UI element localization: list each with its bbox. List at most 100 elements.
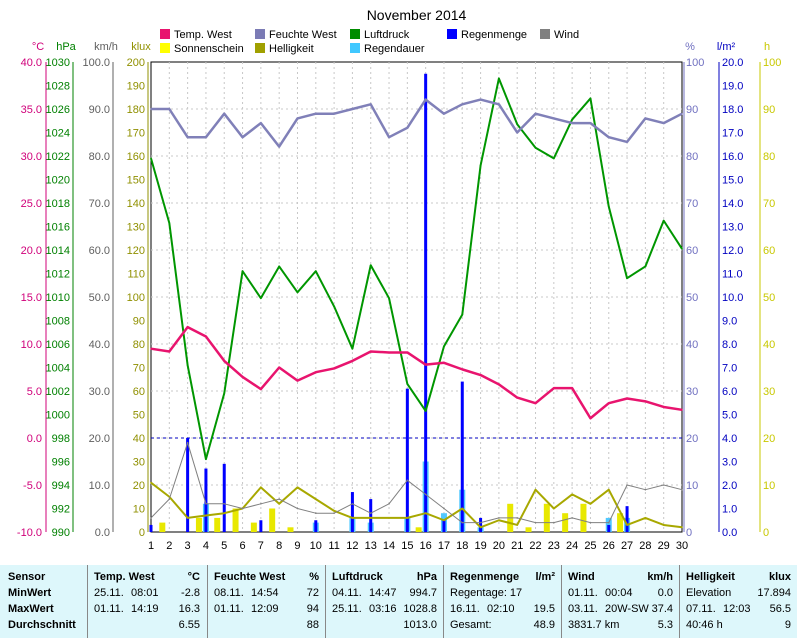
- legend-label-5: Sonnenschein: [174, 43, 244, 55]
- bar-sonnenschein: [525, 527, 532, 532]
- series-point: [571, 122, 573, 124]
- series-point: [607, 402, 610, 405]
- axis-tick-label: 6.0: [722, 386, 737, 398]
- series-point: [296, 379, 299, 382]
- legend-swatch-7: [350, 43, 360, 53]
- series-point: [589, 122, 592, 124]
- panel-separator: [207, 565, 208, 638]
- stats-panel: Luftdruck hPa 04.11. 14:47 994.7 25.11. 03:16 1…: [326, 565, 443, 638]
- bar-regenmenge: [222, 463, 226, 532]
- axis-tick-label: 1024: [46, 128, 70, 140]
- series-point: [223, 512, 226, 514]
- bar-sonnenschein: [250, 522, 257, 532]
- panel-title-text: Feuchte West: [214, 571, 286, 583]
- axis-tick-label: 5.0: [722, 410, 737, 422]
- axis-tick-label: 1000: [46, 410, 70, 422]
- axis-tick-label: 70: [686, 198, 698, 210]
- series-point: [461, 507, 464, 510]
- series-point: [205, 514, 207, 517]
- series-point: [443, 362, 445, 364]
- series-point: [314, 498, 317, 500]
- axis-tick-label: 1008: [46, 316, 70, 328]
- panel-row: 1013.0: [332, 619, 437, 633]
- row-label-max: MaxWert: [8, 603, 54, 615]
- series-point: [461, 521, 464, 524]
- cell-date: 03.11.: [568, 603, 598, 615]
- axis-tick-label: 50: [133, 410, 145, 422]
- axis-tick-label: 60: [133, 386, 145, 398]
- series-point: [681, 112, 683, 115]
- axis-tick-label: 998: [52, 433, 70, 445]
- panel-separator: [561, 565, 562, 638]
- bar-regenmenge: [149, 524, 153, 532]
- stats-panel: Temp. West °C 25.11. 08:01 -2.8 01.11. 14:19 16…: [88, 565, 206, 638]
- panel-row: 40:46 h 9: [686, 619, 791, 633]
- panel-row: 07.11. 12:03 56.5: [686, 603, 791, 617]
- cell-date: Elevation: [686, 587, 732, 599]
- cell-date: 01.11.: [214, 603, 244, 615]
- series-point: [644, 517, 647, 519]
- series-point: [168, 222, 171, 224]
- cell-date: 3831.7 km: [568, 619, 620, 631]
- axis-tick-label: 10.0: [89, 480, 110, 492]
- axis-tick-label: 1022: [46, 151, 70, 163]
- axis-tick-label: 60: [763, 245, 775, 257]
- series-point: [443, 112, 445, 115]
- panel-unit: %: [309, 571, 319, 583]
- legend-label-2: Luftdruck: [364, 29, 410, 41]
- panel-title: Luftdruck hPa: [332, 571, 437, 583]
- series-point: [662, 406, 665, 408]
- axis-tick-label: 30.0: [21, 151, 42, 163]
- weather-chart: November 2014°C40.035.030.025.020.015.01…: [17, 7, 781, 552]
- axis-tick-label: 80: [686, 151, 698, 163]
- x-tick-label: 19: [474, 540, 486, 552]
- panel-row: 6.55: [94, 619, 200, 633]
- series-point: [223, 503, 226, 505]
- x-tick-label: 10: [310, 540, 322, 552]
- series-point: [461, 103, 464, 106]
- series-point: [314, 112, 317, 115]
- series-point: [241, 136, 244, 138]
- x-tick-label: 12: [346, 540, 358, 552]
- panel-title-text: Wind: [568, 571, 595, 583]
- series-point: [424, 410, 427, 412]
- series-point: [479, 526, 482, 529]
- cell-date: 40:46 h: [686, 619, 723, 631]
- series-point: [607, 521, 610, 524]
- axis-tick-label: 20.0: [21, 245, 42, 257]
- axis-tick-label: 90: [686, 104, 698, 116]
- axis-tick-label: 10.0: [21, 339, 42, 351]
- axis-tick-label: 40: [763, 339, 775, 351]
- panel-row: 3831.7 km 5.3: [568, 619, 673, 633]
- axis-tick-label: 11.0: [722, 269, 743, 281]
- chart-title: November 2014: [367, 7, 467, 23]
- axis-tick-label: 1.0: [722, 504, 737, 516]
- bar-sonnenschein: [159, 522, 166, 532]
- axis-tick-label: 20.0: [89, 433, 110, 445]
- series-point: [168, 498, 171, 500]
- cell-value: 19.5: [533, 603, 555, 615]
- series-point: [369, 512, 372, 514]
- panel-title-text: Luftdruck: [332, 571, 383, 583]
- x-tick-label: 30: [676, 540, 688, 552]
- series-point: [424, 493, 427, 496]
- panel-unit: km/h: [647, 571, 673, 583]
- axis-tick-label: 15.0: [722, 175, 743, 187]
- axis-tick-label: 12.0: [722, 245, 743, 257]
- axis-tick-label: 992: [52, 504, 70, 516]
- axis-tick-label: 30: [763, 386, 775, 398]
- panel-title: Regenmenge l/m²: [450, 571, 555, 583]
- series-point: [443, 507, 445, 510]
- panel-row: 25.11. 03:16 1028.8: [332, 603, 437, 617]
- bar-regenmenge: [405, 388, 409, 532]
- axis-tick-label: 80.0: [89, 151, 110, 163]
- series-point: [150, 481, 152, 484]
- x-tick-label: 6: [239, 540, 245, 552]
- cell-value: 1028.8: [403, 603, 437, 615]
- panel-row: Regentage: 17: [450, 587, 555, 601]
- axis-tick-label: 10.0: [722, 292, 743, 304]
- series-point: [388, 351, 390, 354]
- x-tick-label: 1: [148, 540, 154, 552]
- axis-tick-label: 100: [686, 57, 704, 69]
- bar-sonnenschein: [232, 508, 239, 532]
